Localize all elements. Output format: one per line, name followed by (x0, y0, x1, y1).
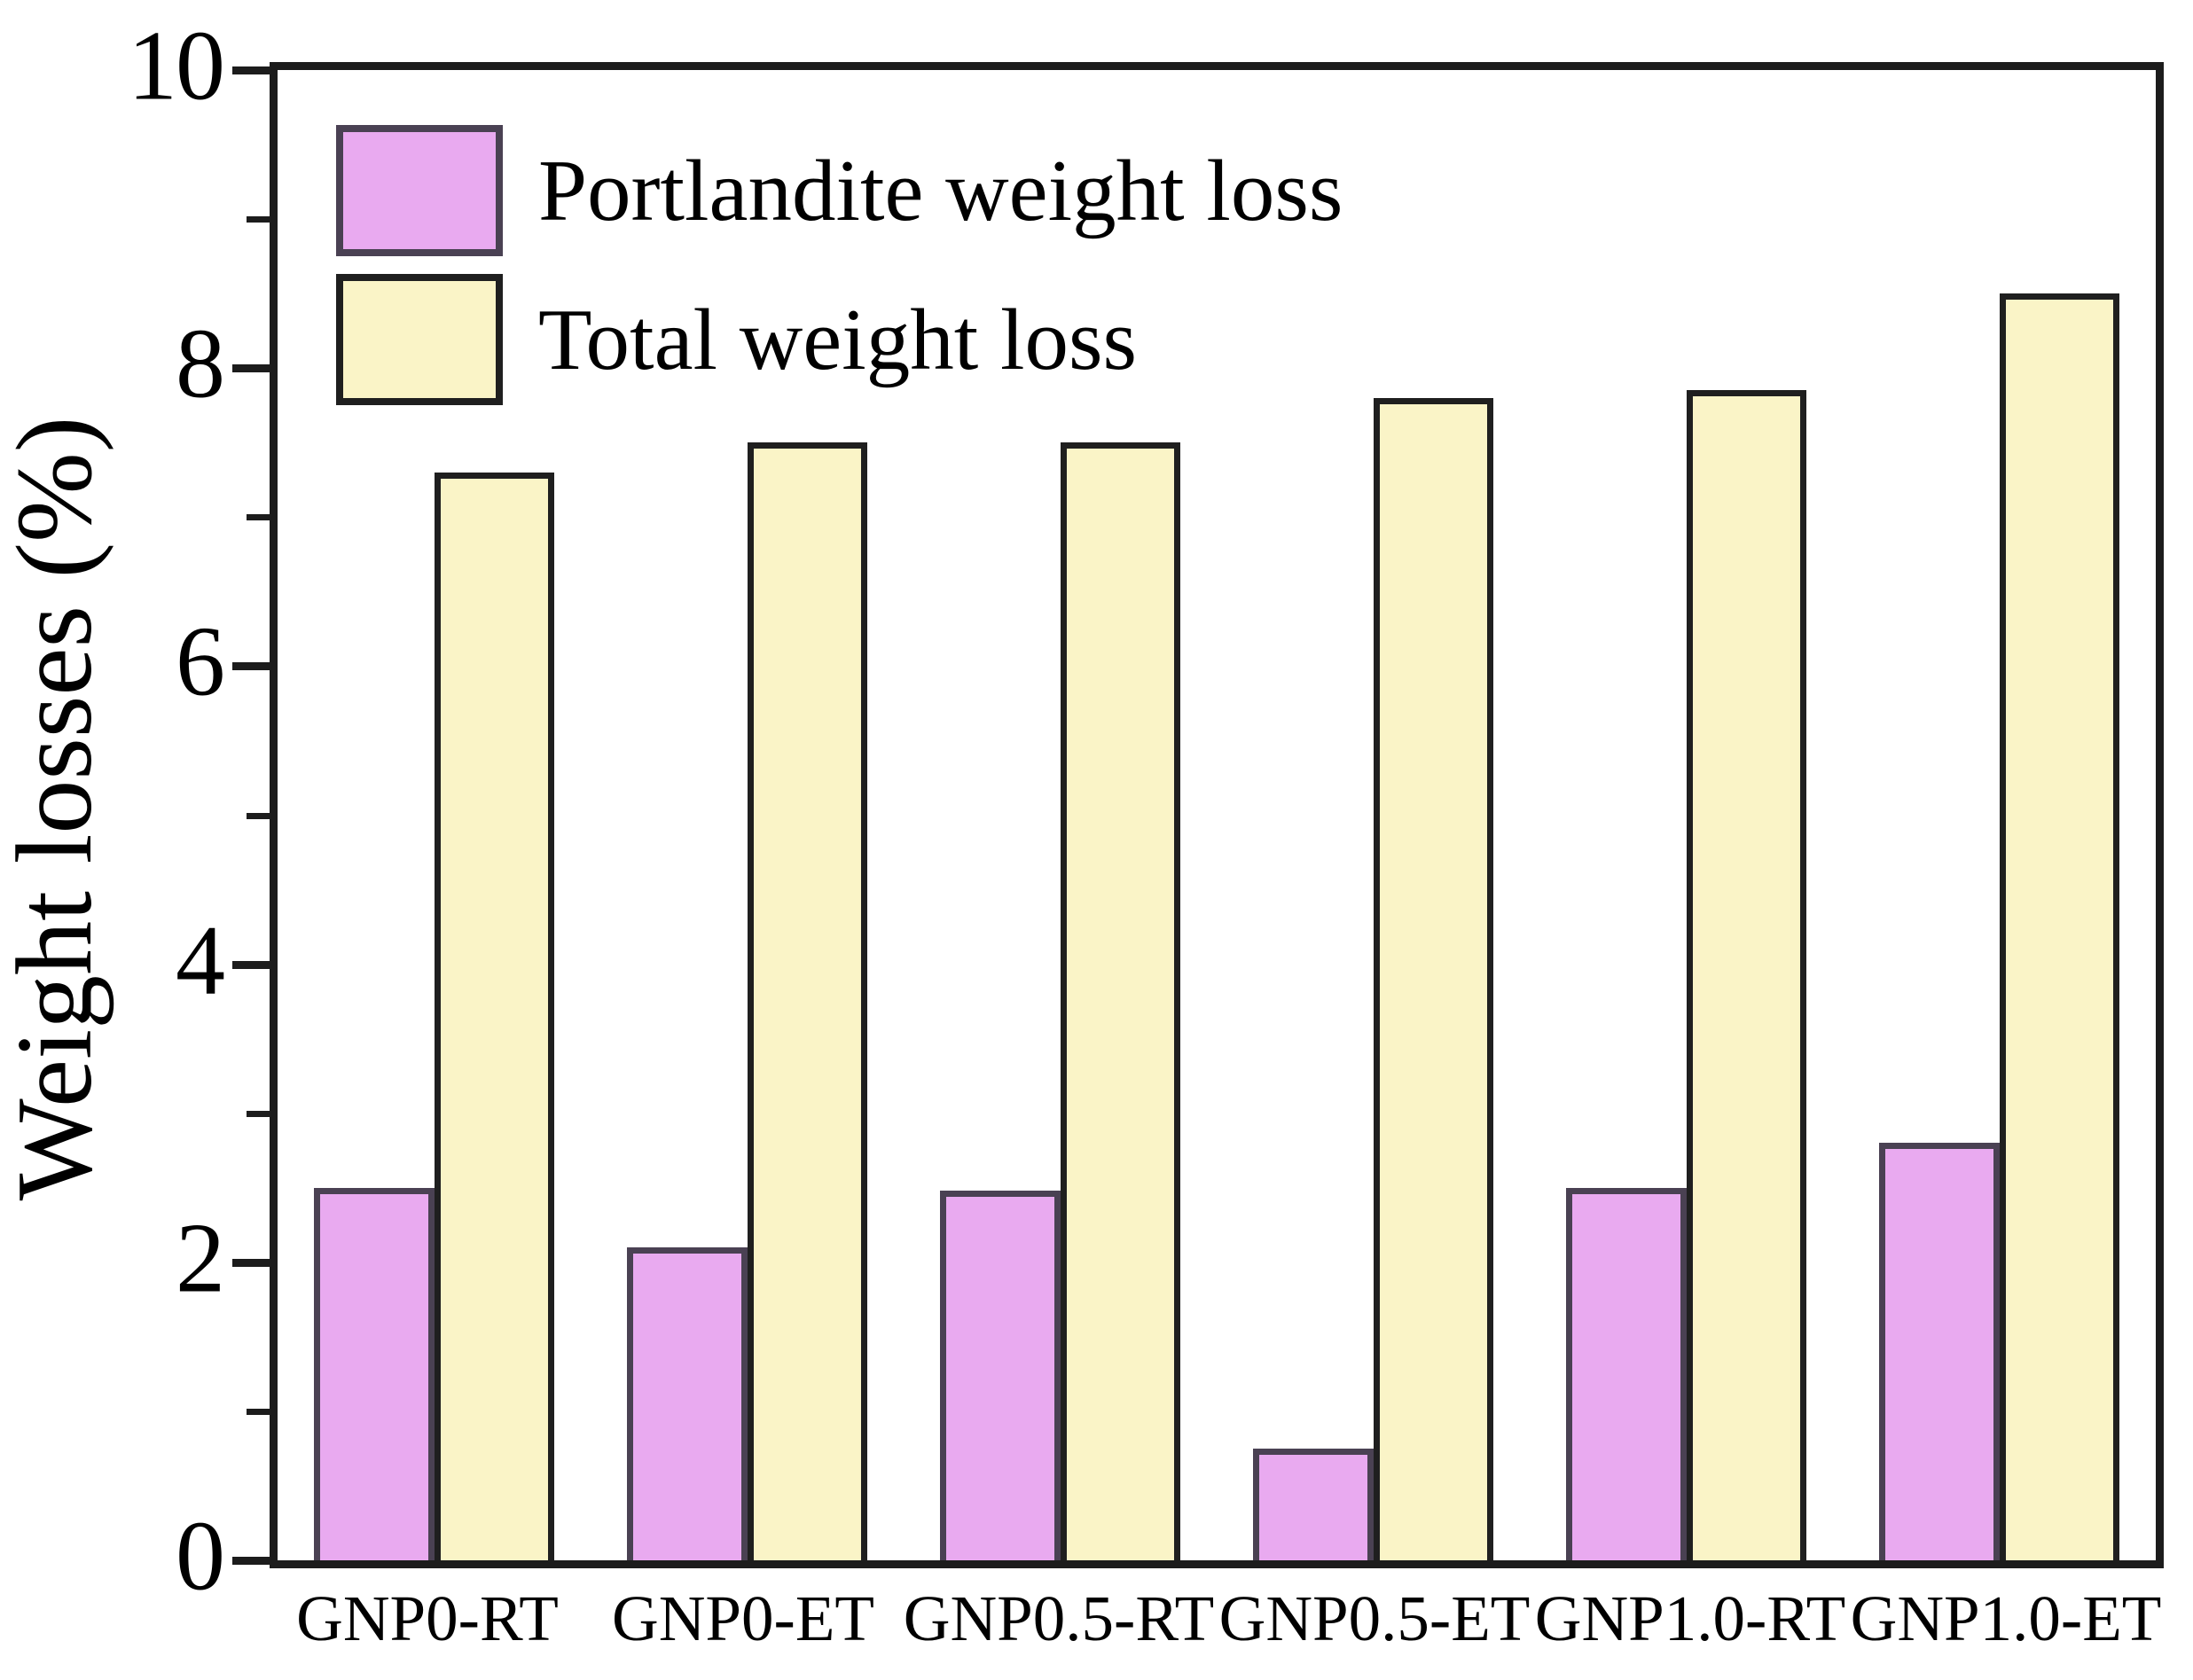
bar-portlandite-weight-loss-GNP1.0-RT (1565, 1187, 1687, 1560)
bar-pair (1252, 70, 1494, 1560)
x-tick-label-GNP0.5-RT: GNP0.5-RT (903, 1582, 1215, 1654)
y-major-tick-10 (232, 66, 270, 74)
legend-item-total-weight-loss: Total weight loss (336, 274, 1343, 405)
bar-group-GNP0-RT (278, 70, 591, 1560)
bar-pair (1878, 70, 2120, 1560)
bar-portlandite-weight-loss-GNP0.5-RT (939, 1191, 1061, 1560)
bar-pair (626, 70, 868, 1560)
bar-total-weight-loss-GNP0-ET (747, 442, 868, 1560)
bar-group-GNP0.5-ET (1217, 70, 1530, 1560)
y-minor-tick-1 (247, 1408, 270, 1415)
bar-total-weight-loss-GNP0.5-RT (1060, 442, 1181, 1560)
bar-total-weight-loss-GNP0-RT (434, 472, 555, 1560)
legend-swatch-icon (336, 125, 503, 256)
bar-portlandite-weight-loss-GNP1.0-ET (1878, 1143, 2000, 1560)
bar-group-GNP1.0-RT (1530, 70, 1843, 1560)
bar-pair (313, 70, 555, 1560)
x-tick-label-GNP0-RT: GNP0-RT (296, 1582, 559, 1654)
bar-portlandite-weight-loss-GNP0.5-ET (1252, 1448, 1374, 1560)
x-tick-label-GNP0-ET: GNP0-ET (611, 1582, 875, 1654)
y-minor-tick-5 (247, 812, 270, 819)
y-minor-tick-9 (247, 216, 270, 223)
x-tick-label-GNP1.0-ET: GNP1.0-ET (1850, 1582, 2162, 1654)
y-tick-label-2: 2 (176, 1203, 225, 1314)
x-axis-labels: GNP0-RT GNP0-ET GNP0.5-RT GNP0.5-ET GNP1.0-R… (270, 1582, 2164, 1654)
bar-total-weight-loss-GNP0.5-ET (1373, 397, 1494, 1560)
bars-container (278, 70, 2156, 1560)
bar-group-GNP0-ET (591, 70, 904, 1560)
bar-portlandite-weight-loss-GNP0-RT (313, 1187, 435, 1560)
legend: Portlandite weight loss Total weight loss (336, 125, 1343, 423)
legend-swatch-icon (336, 274, 503, 405)
y-tick-label-10: 10 (128, 11, 225, 121)
x-tick-label-GNP0.5-ET: GNP0.5-ET (1218, 1582, 1531, 1654)
bar-pair (1565, 70, 1807, 1560)
bar-total-weight-loss-GNP1.0-ET (1999, 293, 2120, 1560)
y-major-tick-2 (232, 1258, 270, 1267)
bar-group-GNP1.0-ET (1843, 70, 2156, 1560)
y-major-tick-8 (232, 364, 270, 373)
y-tick-label-8: 8 (176, 309, 225, 419)
y-tick-label-4: 4 (176, 905, 225, 1016)
y-axis-title: Weight losses (%) (0, 416, 114, 1201)
y-major-tick-6 (232, 662, 270, 671)
bar-group-GNP0.5-RT (904, 70, 1217, 1560)
y-major-tick-4 (232, 960, 270, 969)
legend-label: Portlandite weight loss (538, 142, 1343, 239)
y-minor-tick-3 (247, 1110, 270, 1117)
y-tick-label-0: 0 (176, 1501, 225, 1612)
bar-total-weight-loss-GNP1.0-RT (1686, 390, 1807, 1560)
legend-label: Total weight loss (538, 291, 1138, 388)
legend-item-portlandite-weight-loss: Portlandite weight loss (336, 125, 1343, 256)
x-tick-label-GNP1.0-RT: GNP1.0-RT (1534, 1582, 1846, 1654)
y-minor-tick-7 (247, 514, 270, 521)
bar-portlandite-weight-loss-GNP0-ET (626, 1247, 748, 1560)
y-major-tick-0 (232, 1557, 270, 1565)
y-tick-label-6: 6 (176, 606, 225, 717)
bar-pair (939, 70, 1181, 1560)
plot-area: Portlandite weight loss Total weight loss (232, 62, 2164, 1568)
